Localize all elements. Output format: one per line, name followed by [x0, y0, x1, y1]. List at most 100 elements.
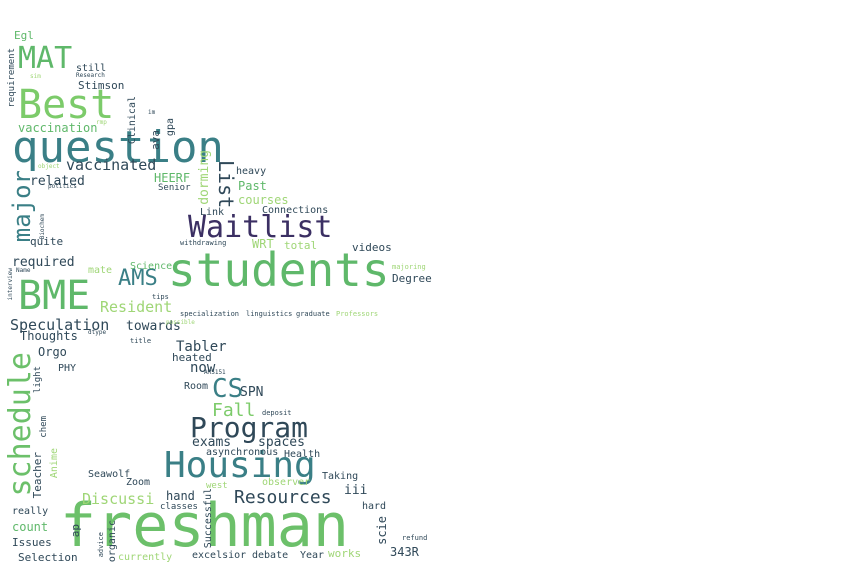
word-im: im: [148, 109, 156, 116]
word-advice: advice: [97, 532, 105, 558]
word-teacher: Teacher: [31, 452, 44, 499]
word-senior: Senior: [158, 183, 191, 193]
word-seawolf: Seawolf: [88, 469, 131, 480]
word-zoom: Zoom: [126, 477, 151, 488]
word-quite: quite: [30, 235, 64, 248]
word-phy: PHY: [58, 363, 77, 374]
word-science: Science: [130, 261, 173, 272]
word-heated: heated: [172, 351, 212, 364]
word-rmp: rmp: [96, 119, 107, 126]
word-resources: Resources: [234, 487, 332, 508]
word-sim: sim: [30, 73, 41, 80]
word-dorming: dorming: [197, 150, 212, 205]
word-really: really: [12, 506, 49, 517]
word-vaccinated: vaccinated: [66, 156, 157, 174]
word-heerf: HEERF: [154, 171, 191, 185]
word-vaccination: vaccination: [18, 121, 98, 135]
word-refund: refund: [402, 534, 428, 542]
word-iii: iii: [344, 483, 368, 498]
word-program: Program: [190, 411, 309, 444]
word-ams: AMS: [118, 266, 158, 291]
word-specialization: specialization: [180, 310, 240, 318]
word-best: Best: [18, 82, 115, 128]
word-taking: Taking: [322, 471, 359, 482]
word-degree: Degree: [392, 272, 432, 285]
word-research: Research: [76, 72, 105, 79]
word-works: works: [328, 547, 362, 560]
word-linguistics: linguistics: [246, 310, 293, 318]
word-now: now: [190, 360, 216, 376]
word-withdrawing: withdrawing: [180, 239, 227, 247]
word-politics: politics: [48, 183, 77, 190]
word-object: object: [38, 163, 60, 170]
word-link: Link: [200, 207, 225, 218]
word-dtype: dtype: [88, 329, 107, 336]
word-still: still: [76, 63, 107, 74]
word-mate: mate: [88, 265, 113, 276]
word-ava: ava: [149, 130, 162, 150]
word-light: light: [33, 366, 43, 394]
word-tabler: Tabler: [176, 339, 227, 355]
word-thoughts: Thoughts: [20, 329, 78, 343]
word-wrt: WRT: [252, 237, 274, 251]
word-heavy: heavy: [236, 166, 267, 177]
word-fall: Fall: [212, 400, 256, 421]
word-classes: classes: [160, 502, 198, 512]
word-students: students: [168, 243, 390, 297]
word-interview: interview: [7, 268, 14, 301]
word-orgo: Orgo: [38, 345, 67, 359]
word-title: title: [130, 337, 152, 345]
word-chem: chem: [39, 416, 49, 438]
word-deposit: deposit: [262, 409, 292, 417]
word-room: Room: [184, 381, 209, 392]
word-selection: Selection: [18, 551, 78, 564]
word-anime: Anime: [49, 448, 60, 479]
word-requirement: requirement: [7, 48, 17, 108]
word-freshman: freshman: [60, 491, 349, 561]
word-professors: Professors: [336, 310, 379, 318]
word-spaces: spaces: [258, 435, 305, 450]
word-past: Past: [238, 179, 267, 193]
word-bme: BME: [18, 273, 91, 319]
word-ams151: AMS151: [204, 369, 226, 376]
word-videos: videos: [352, 241, 392, 254]
word-discussi: Discussi: [82, 490, 155, 508]
word-housing: Housing: [164, 445, 316, 486]
word-required: required: [12, 255, 75, 270]
word-related: related: [30, 174, 85, 189]
word-clinical: Clinical: [127, 96, 138, 145]
word-excelsior: excelsior: [192, 550, 247, 561]
word-hard: hard: [362, 501, 387, 512]
word-gpa: gpa: [165, 118, 176, 137]
word-spn: SPN: [240, 385, 264, 400]
word-west: west: [206, 481, 228, 491]
word-currently: currently: [118, 552, 173, 563]
word-resident: Resident: [100, 298, 173, 316]
word-question: question: [12, 122, 224, 173]
word-ap: ap: [69, 524, 82, 538]
word-towards: towards: [126, 319, 181, 334]
word-cs: CS: [212, 374, 244, 404]
word-asynchronous: asynchronous: [206, 447, 279, 458]
word-name: Name: [16, 267, 31, 274]
word-egl: Egl: [14, 29, 34, 42]
word-mat: MAT: [18, 41, 73, 76]
word-count: count: [12, 520, 49, 534]
word-courses: courses: [238, 193, 289, 207]
word-hand: hand: [166, 489, 195, 503]
word-observer: observer: [262, 477, 311, 488]
word-tips: tips: [152, 293, 169, 301]
word-possible: possible: [166, 319, 195, 326]
word-majoring: majoring: [392, 263, 426, 271]
word-exams: exams: [192, 435, 232, 450]
word-issues: Issues: [12, 536, 52, 549]
word-scie: scie: [375, 516, 389, 545]
word-343r: 343R: [390, 545, 419, 559]
word-organic: organic: [107, 520, 118, 563]
word-stimson: Stimson: [78, 79, 125, 92]
word-connections: Connections: [262, 205, 329, 216]
word-speculation: Speculation: [10, 316, 110, 334]
word-biochem: Biochem: [39, 214, 46, 240]
word-list: List: [214, 160, 238, 209]
